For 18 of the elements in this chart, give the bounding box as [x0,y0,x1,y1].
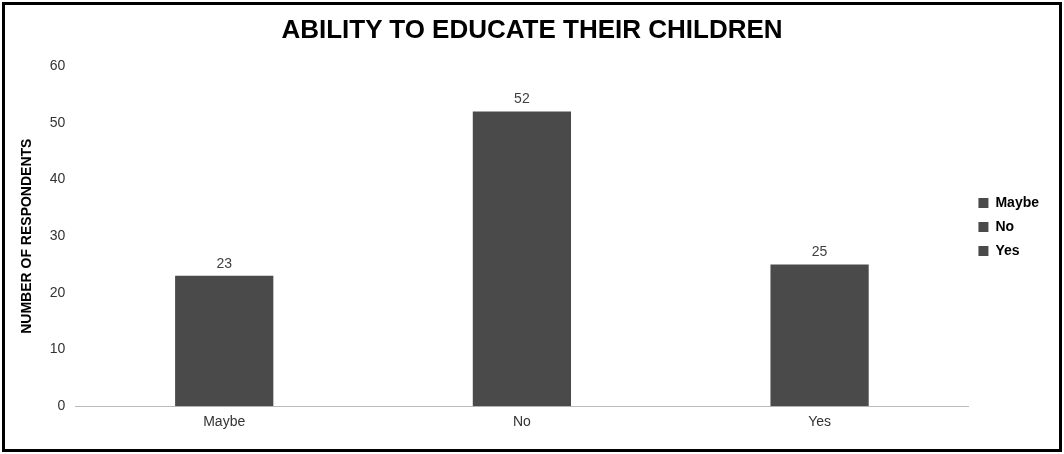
legend-label: No [995,217,1015,234]
legend-label: Maybe [995,193,1040,210]
data-label: 23 [216,254,233,271]
x-tick-label: Maybe [203,413,246,430]
legend-label: Yes [995,241,1020,258]
y-tick-label: 30 [49,227,66,244]
data-label: 25 [811,243,828,260]
y-tick-label: 60 [49,57,66,74]
chart-title: ABILITY TO EDUCATE THEIR CHILDREN [281,13,783,44]
y-tick-label: 50 [49,113,66,130]
y-tick-label: 40 [49,170,66,187]
x-tick-label: Yes [808,413,832,430]
y-tick-label: 0 [57,397,66,414]
y-axis-title: NUMBER OF RESPONDENTS [18,138,35,334]
x-tick-label: No [512,413,532,430]
y-tick-label: 10 [49,340,66,357]
y-tick-label: 20 [49,283,66,300]
data-label: 52 [514,90,530,107]
